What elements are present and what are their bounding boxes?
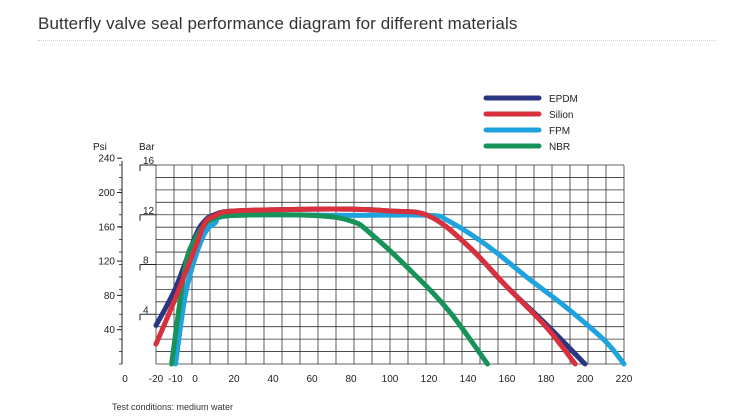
bar-tick-label: 4: [143, 305, 149, 316]
psi-tick-label: 80: [104, 291, 116, 302]
grid: [155, 164, 625, 365]
psi-tick-label: 120: [98, 257, 115, 268]
series-line-fpm: [173, 212, 627, 367]
x-tick-label: -10: [168, 374, 183, 385]
x-tick-label: 120: [421, 374, 438, 385]
x-tick-label: 60: [306, 374, 318, 385]
x-tick-label: 40: [267, 374, 279, 385]
bar-tick-label: 12: [143, 206, 155, 217]
x-axis-origin-label: 0: [122, 374, 128, 385]
legend-label-silion: Silion: [549, 110, 573, 121]
legend: EPDM Silion FPM NBR: [483, 94, 578, 153]
x-tick-label: 220: [616, 374, 633, 385]
series-line-nbr: [169, 212, 490, 367]
x-tick-label: -20: [149, 374, 164, 385]
x-tick-label: 100: [382, 374, 399, 385]
x-tick-label: 80: [345, 374, 357, 385]
bar-axis-label: Bar: [139, 142, 155, 153]
bar-tick-label: 16: [143, 156, 155, 167]
x-tick-label: 180: [538, 374, 555, 385]
legend-label-fpm: FPM: [549, 126, 570, 137]
psi-tick-label: 160: [98, 222, 115, 233]
test-conditions-note: Test conditions: medium water: [112, 402, 234, 412]
bar-tick-label: 8: [143, 256, 149, 267]
x-tick-label: 20: [228, 374, 240, 385]
legend-label-nbr: NBR: [549, 142, 570, 153]
x-tick-label: 0: [192, 374, 198, 385]
psi-axis-label: Psi: [93, 142, 107, 153]
x-tick-label: 140: [460, 374, 477, 385]
psi-tick-label: 40: [104, 325, 116, 336]
psi-tick-label: 200: [98, 188, 115, 199]
series-lines: [153, 206, 627, 367]
x-tick-label: 160: [499, 374, 516, 385]
title-divider: [38, 40, 716, 41]
x-tick-label: 200: [577, 374, 594, 385]
psi-tick-label: 240: [98, 154, 115, 165]
series-line-silion: [153, 206, 578, 367]
legend-label-epdm: EPDM: [549, 94, 578, 105]
page-title: Butterfly valve seal performance diagram…: [38, 14, 518, 33]
